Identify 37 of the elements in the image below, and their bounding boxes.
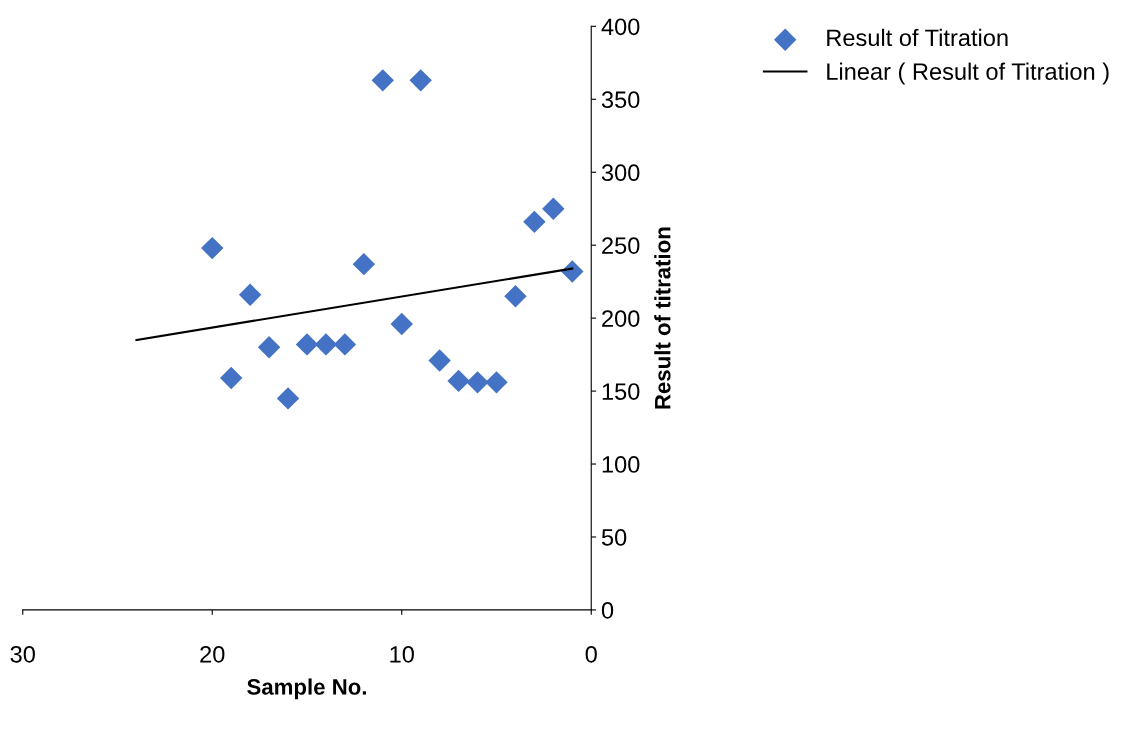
point — [201, 236, 224, 260]
point — [314, 333, 338, 356]
y-tick-label: 200 — [602, 310, 640, 327]
point — [238, 283, 262, 306]
point — [352, 252, 376, 276]
x-tick-label: 30 — [10, 645, 35, 663]
point — [523, 210, 546, 234]
point — [295, 333, 319, 356]
x-tick-label: 10 — [390, 645, 414, 663]
point — [485, 371, 508, 394]
y-tick-label: 400 — [601, 18, 640, 36]
point — [504, 285, 527, 308]
point — [276, 387, 300, 410]
point — [390, 312, 413, 336]
y-tick-label: 50 — [601, 529, 627, 546]
x-axis-title: Sample No. — [247, 678, 366, 700]
y-tick-label: 0 — [601, 602, 614, 619]
legend-label: Linear ( Result of Titration ) — [827, 62, 1109, 85]
point — [542, 197, 565, 220]
point — [561, 260, 584, 283]
point — [257, 336, 281, 359]
y-tick-label: 250 — [602, 237, 640, 254]
y-tick-label: 100 — [602, 456, 640, 473]
y-axis-title: Result of titration — [654, 227, 671, 409]
x-tick-label: 20 — [200, 645, 225, 663]
point — [333, 333, 357, 356]
y-tick-label: 300 — [601, 164, 640, 182]
point — [371, 69, 394, 92]
y-tick-label: 150 — [602, 383, 640, 400]
point — [466, 371, 489, 394]
point — [447, 369, 470, 393]
y-tick-label: 350 — [601, 91, 640, 109]
point — [219, 366, 243, 390]
legend-label: Result of Titration — [827, 28, 1008, 47]
x-tick-label: 0 — [585, 645, 597, 663]
point — [409, 69, 432, 92]
point — [428, 349, 451, 372]
